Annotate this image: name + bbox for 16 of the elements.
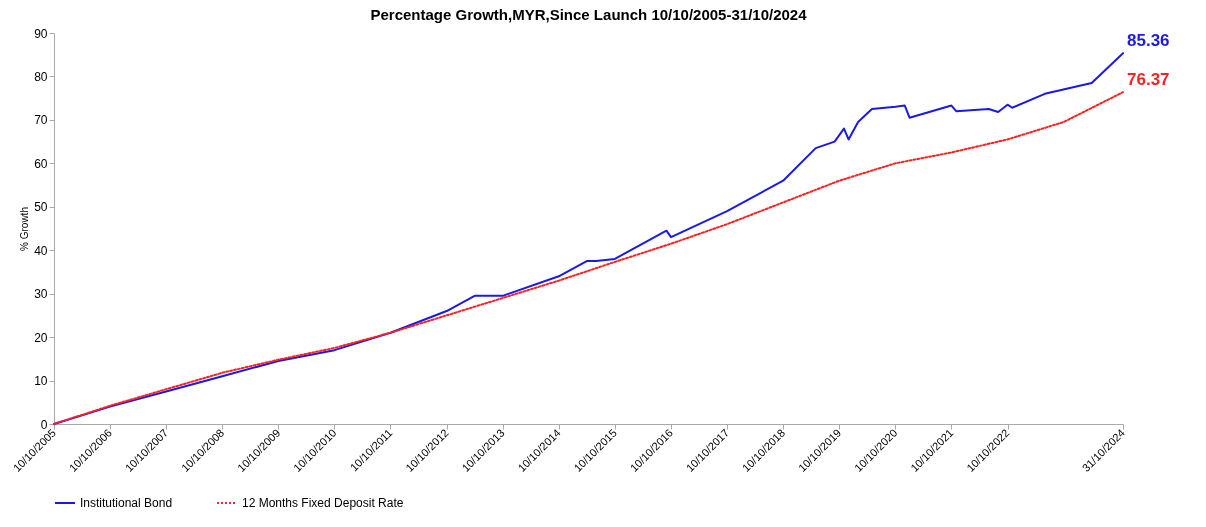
data-label: 85.36 (1127, 31, 1170, 51)
y-axis-title: % Growth (19, 207, 31, 251)
y-tick-label: 70 (34, 113, 48, 128)
y-tick-label: 0 (40, 417, 48, 432)
data-label: 76.37 (1127, 70, 1170, 90)
y-tick-label: 20 (34, 330, 48, 345)
y-tick-label: 30 (34, 287, 48, 302)
chart-title: Percentage Growth,MYR,Since Launch 10/10/2005-31/10/2024 (370, 6, 808, 23)
y-tick-label: 50 (34, 200, 48, 215)
y-tick-label: 10 (34, 374, 48, 389)
y-tick-label: 80 (34, 69, 48, 84)
legend-label: Institutional Bond (80, 496, 173, 510)
y-tick-label: 60 (34, 156, 48, 171)
y-tick-label: 90 (34, 26, 48, 41)
legend-label: 12 Months Fixed Deposit Rate (242, 496, 404, 510)
y-tick-label: 40 (34, 243, 48, 258)
